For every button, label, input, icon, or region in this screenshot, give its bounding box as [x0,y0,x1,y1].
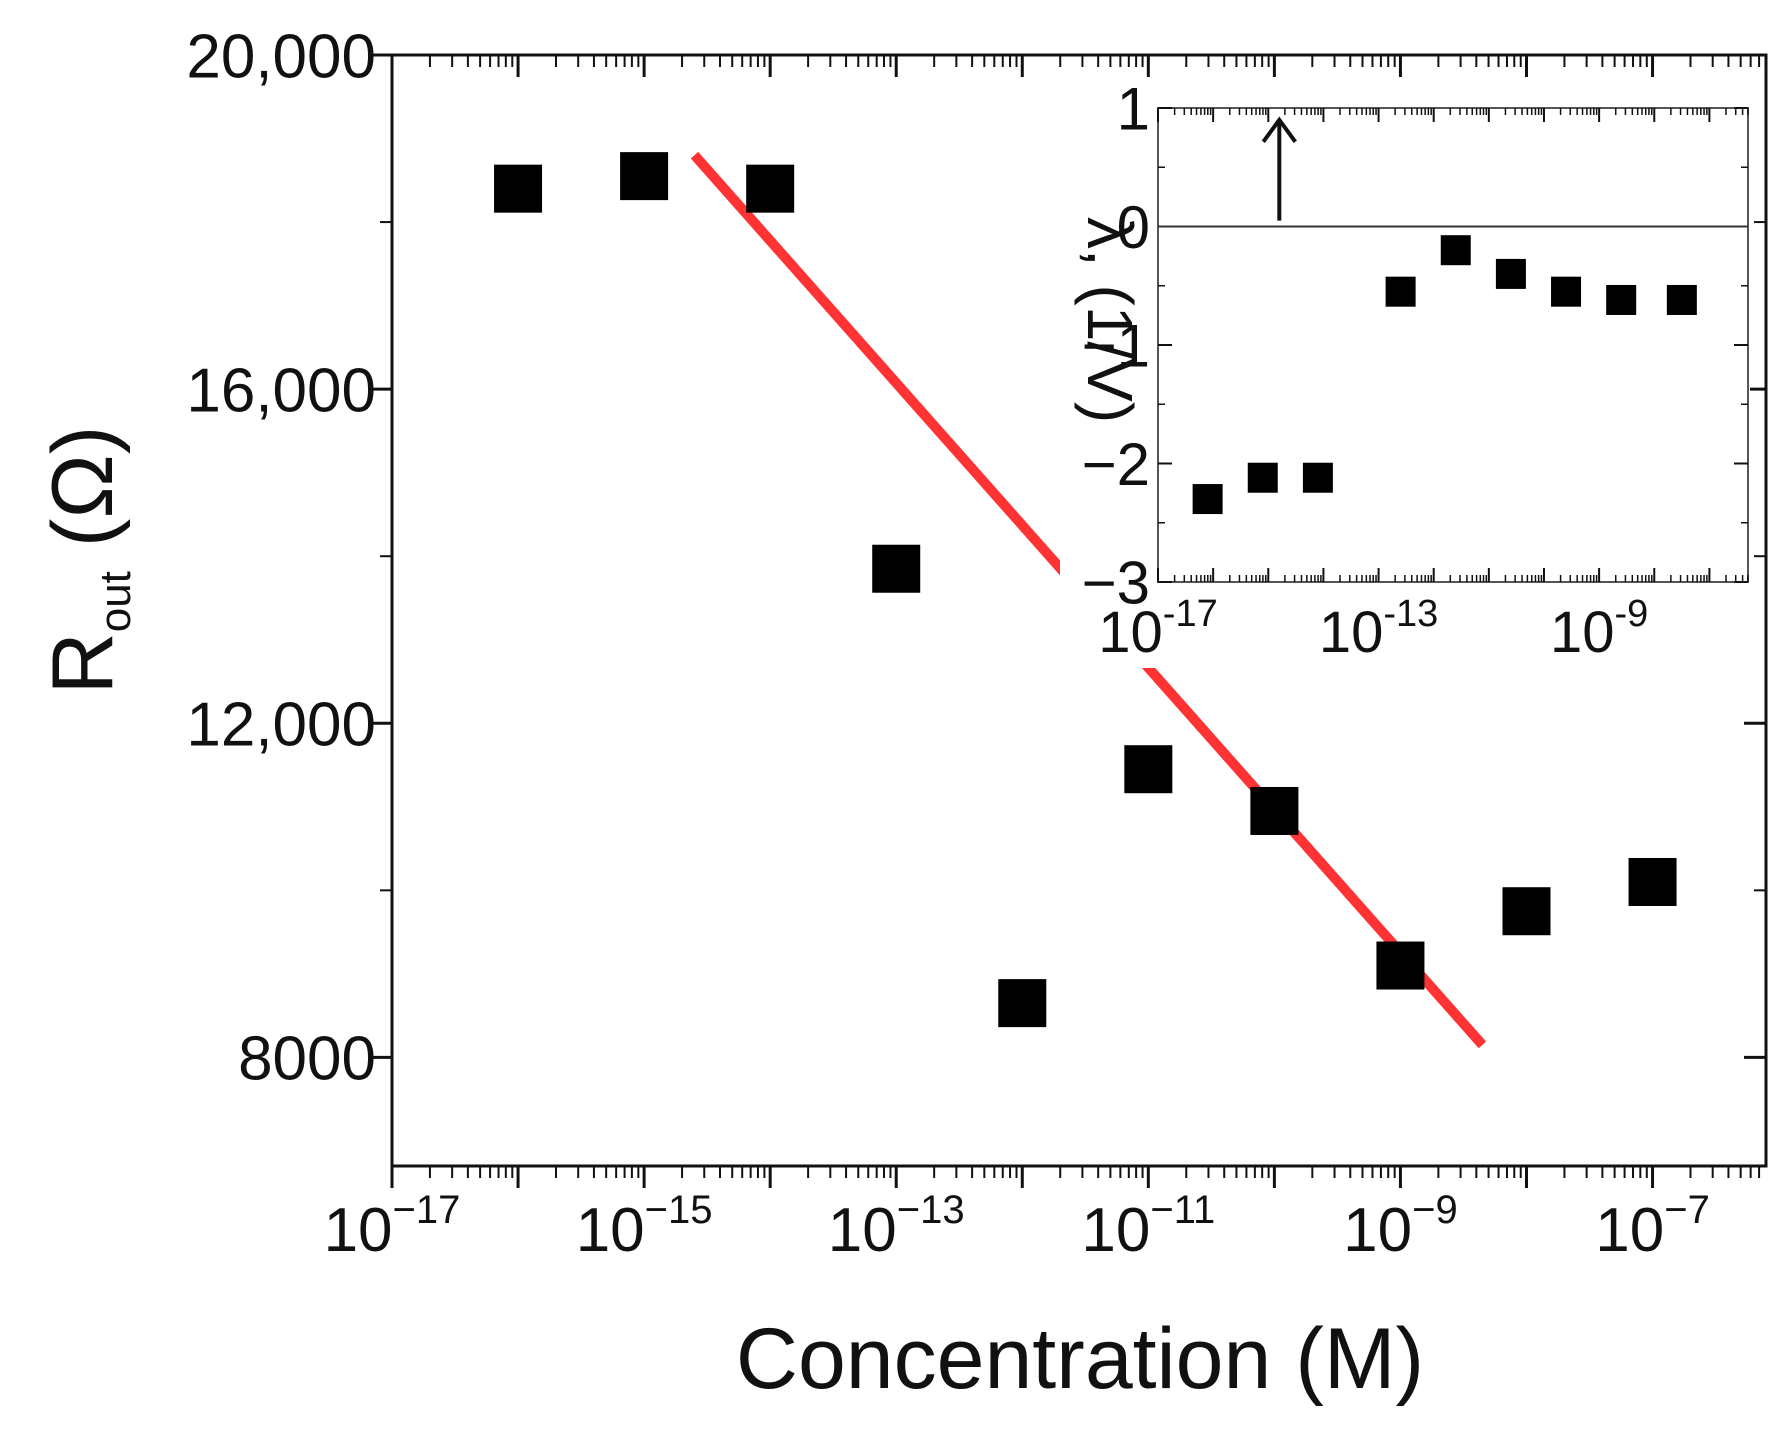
inset-data-point [1192,484,1223,515]
main-x-tick-label: 10−17 [324,1188,461,1265]
inset-x-tick-label: 10-13 [1319,593,1438,665]
inset-y-axis-title: λ, (1/V) [1074,217,1146,423]
main-data-points [494,152,1677,1028]
y-axis-title: Rout (Ω) [35,426,140,695]
inset-data-point [1302,462,1333,493]
inset-y-tick-label: −3 [1082,550,1150,617]
main-data-point [1250,786,1299,835]
main-y-tick-label: 16,000 [186,356,376,425]
inset-x-tick-label: 10-17 [1098,593,1217,665]
main-data-point [1502,887,1551,936]
main-data-point [620,152,669,201]
inset-data-point [1606,284,1637,315]
inset-minor-ticks [1157,107,1749,583]
inset-arrow-group [1261,116,1297,221]
y-axis-title-unit: (Ω) [35,426,131,571]
main-plot-frame [390,53,1768,1168]
main-x-tick-label: 10−15 [576,1188,713,1265]
main-x-tick-label: 10−13 [828,1188,965,1265]
main-data-point [746,164,795,213]
inset-x-tick-labels: 10-17 10-13 10-9 [1098,593,1648,665]
main-y-tick-labels: 8000 12,000 16,000 20,000 [186,22,376,1093]
main-data-point [872,544,921,593]
inset-arrow-head-icon [1261,116,1297,144]
inset-background [1060,108,1750,668]
main-x-tick-label: 10−7 [1595,1188,1710,1265]
inset-data-point [1495,258,1526,289]
inset-data-points [1192,235,1697,515]
main-data-point [1628,857,1677,906]
main-y-tick-label: 8000 [238,1025,376,1094]
y-axis-title-base: R [35,632,131,694]
main-data-point [494,164,543,213]
inset-y-tick-label: −2 [1082,431,1150,498]
inset-data-point [1247,462,1278,493]
y-axis-title-sub: out [91,571,140,632]
inset-data-point [1666,284,1697,315]
inset-chart: 10-17 10-13 10-9 1 0 −1 −2 −3 λ, (1/V) [1060,76,1750,668]
main-data-point [998,979,1047,1028]
inset-data-point [1440,235,1471,266]
main-minor-ticks [370,53,1766,1188]
inset-y-tick-labels: 1 0 −1 −2 −3 [1082,76,1150,617]
main-x-tick-label: 10−9 [1343,1188,1458,1265]
main-data-point [1124,745,1173,794]
main-x-tick-labels: 10−17 10−15 10−13 10−11 10−9 10−7 [324,1188,1710,1265]
main-chart: 10−17 10−15 10−13 10−11 10−9 10−7 8000 12,000 1… [35,22,1768,1407]
inset-data-point [1385,276,1416,307]
main-y-tick-label: 12,000 [186,691,376,760]
inset-x-tick-label: 10-9 [1550,593,1648,665]
main-x-tick-label: 10−11 [1081,1188,1215,1265]
inset-y-tick-label: 1 [1117,76,1150,143]
main-y-tick-label: 20,000 [186,22,376,91]
x-axis-title: Concentration (M) [736,1311,1424,1407]
inset-y-tick-label: −1 [1082,313,1150,380]
main-data-point [1376,941,1425,990]
inset-y-tick-label: 0 [1117,194,1150,261]
inset-data-point [1551,276,1582,307]
